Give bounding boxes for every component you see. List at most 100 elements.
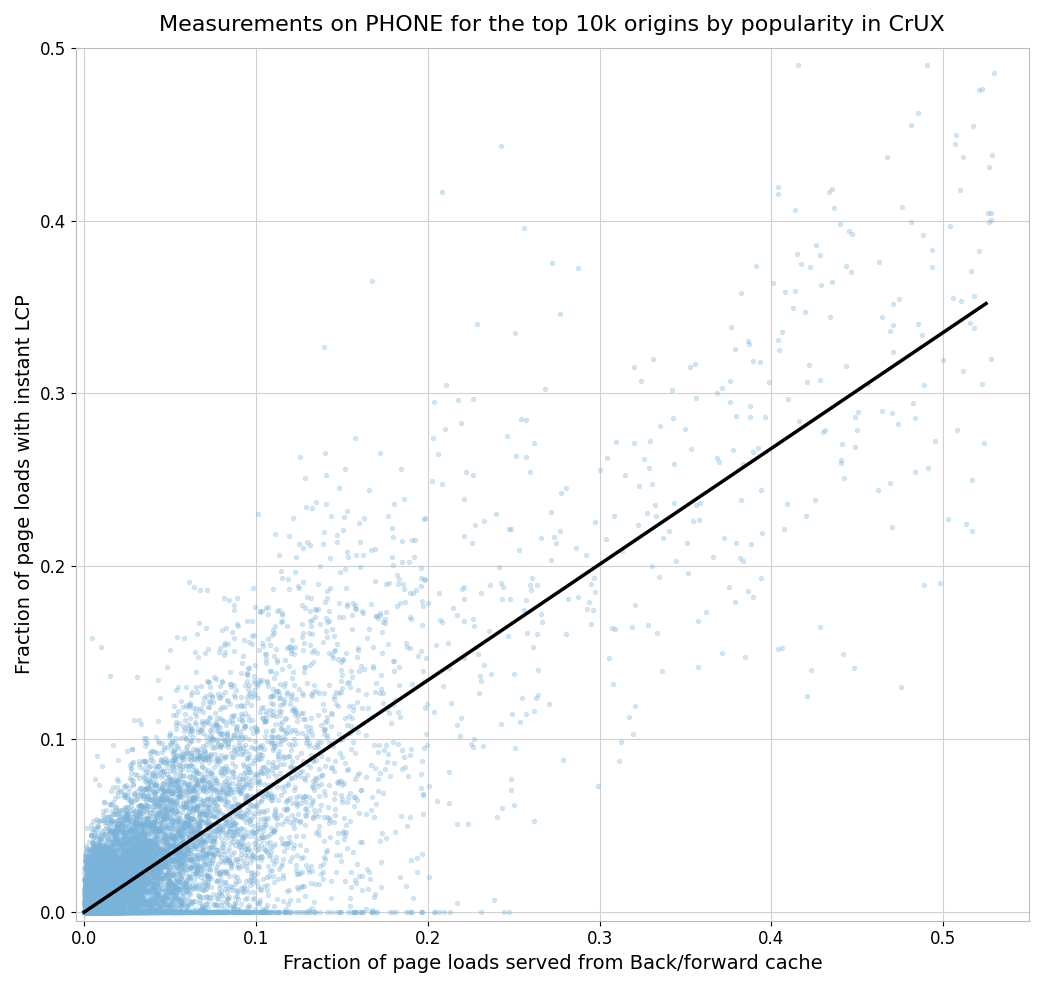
Point [183,748,199,764]
Point [148,859,165,874]
Point [100,826,117,842]
Point [116,860,133,875]
Point [417,511,433,527]
Point [79,882,96,898]
Point [224,811,241,827]
Point [171,783,188,799]
Point [192,828,209,844]
Point [109,849,125,864]
Point [116,817,133,833]
Point [184,852,200,867]
Point [114,858,130,873]
Point [96,874,113,890]
Point [295,539,312,555]
Point [176,723,193,739]
Point [80,858,97,873]
Point [258,811,275,827]
Point [78,892,95,908]
Point [94,893,111,909]
Point [256,816,272,832]
Point [92,896,109,912]
Point [84,848,100,864]
Point [133,904,149,920]
Point [85,904,101,920]
Point [198,845,215,861]
Point [93,904,110,920]
Point [361,482,378,498]
Point [103,904,120,920]
Point [87,891,103,907]
Point [91,867,108,883]
Point [86,904,102,920]
Point [81,899,98,915]
Point [94,904,111,920]
Point [187,840,204,856]
Point [153,849,170,864]
Point [164,838,181,854]
Point [85,904,101,920]
Point [362,596,379,612]
Point [115,894,132,910]
Point [274,661,290,677]
Point [116,904,133,920]
Point [91,904,108,920]
Point [326,791,342,807]
Point [149,867,166,883]
Point [240,660,257,676]
Point [177,795,194,811]
Point [140,896,157,912]
Point [78,866,95,882]
Point [522,464,539,480]
Point [99,904,116,920]
Point [113,904,129,920]
Point [85,902,101,918]
Point [91,904,108,920]
Point [180,839,196,855]
Point [177,680,194,696]
Point [259,789,276,805]
Point [95,904,112,920]
Point [641,433,658,449]
Point [128,904,145,920]
Point [129,881,146,897]
Point [140,853,157,868]
Point [142,833,159,849]
Point [89,900,105,916]
Point [103,904,120,920]
Point [278,904,294,920]
Point [104,848,121,864]
Point [101,904,118,920]
Point [96,794,113,810]
Point [171,811,188,827]
Point [197,896,214,912]
Point [116,904,133,920]
Point [97,901,114,917]
Point [316,721,333,737]
Point [735,553,752,569]
Point [108,822,124,838]
Point [85,873,101,889]
Point [241,746,258,762]
Point [112,863,128,878]
Point [354,882,371,898]
Point [90,882,106,898]
Point [112,904,128,920]
Point [98,891,115,907]
Point [342,879,359,895]
Point [89,904,105,920]
Point [101,871,118,887]
Point [92,889,109,905]
Point [161,861,177,876]
Point [108,896,124,912]
Point [103,898,120,914]
Point [122,904,139,920]
Point [100,831,117,847]
Point [81,904,98,920]
Point [93,882,110,898]
Point [85,874,101,890]
Point [191,851,208,866]
Point [122,857,139,872]
Point [82,891,99,907]
Point [119,904,136,920]
Point [188,664,205,680]
